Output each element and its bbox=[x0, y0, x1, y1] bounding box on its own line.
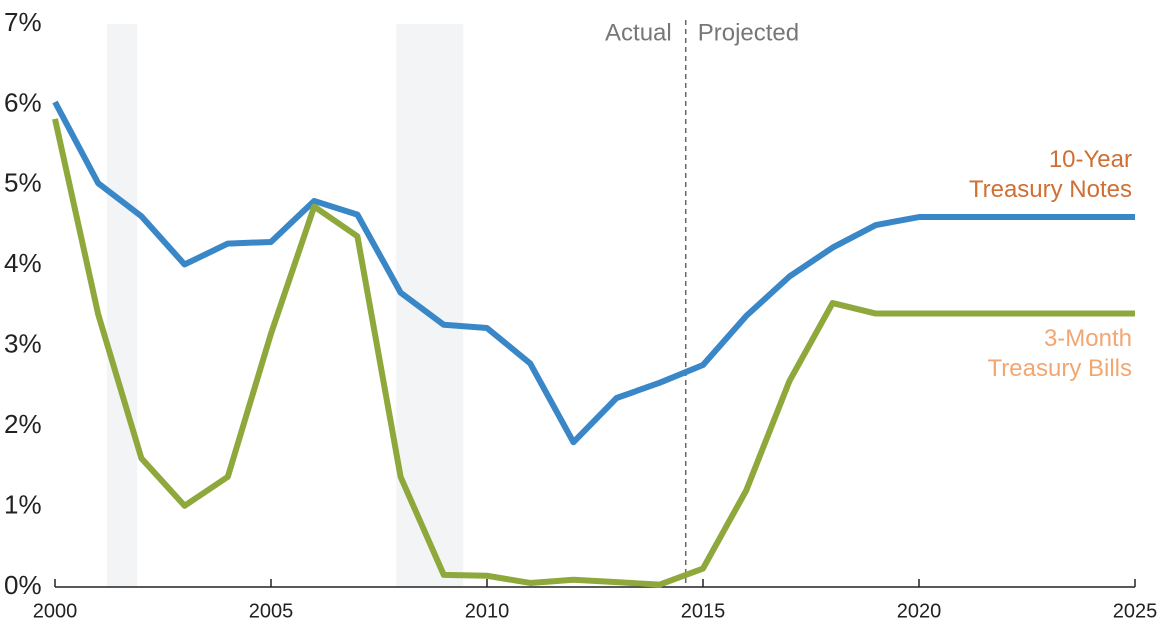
x-tick-label: 2015 bbox=[681, 600, 726, 622]
x-tick-label: 2025 bbox=[1113, 600, 1158, 622]
y-tick-label: 5% bbox=[4, 168, 42, 198]
series-line bbox=[52, 100, 1135, 446]
y-tick-label: 3% bbox=[4, 329, 42, 359]
projected-label: Projected bbox=[698, 19, 799, 46]
y-tick-label: 4% bbox=[4, 248, 42, 278]
y-tick-label: 0% bbox=[4, 570, 42, 600]
actual-label: Actual bbox=[605, 19, 672, 46]
x-tick-label: 2020 bbox=[897, 600, 942, 622]
recession-band bbox=[106, 24, 138, 587]
series-line bbox=[52, 118, 1135, 588]
recession-band bbox=[396, 24, 464, 587]
y-tick-label: 7% bbox=[4, 7, 42, 37]
y-tick-label: 2% bbox=[4, 409, 42, 439]
x-tick-label: 2005 bbox=[249, 600, 294, 622]
y-tick-label: 6% bbox=[4, 87, 42, 117]
series-label: 10-Year Treasury Notes bbox=[968, 146, 1132, 204]
x-tick-label: 2000 bbox=[33, 600, 78, 622]
series-label: 3-Month Treasury Bills bbox=[987, 324, 1132, 382]
y-tick-label: 1% bbox=[4, 489, 42, 519]
x-tick-label: 2010 bbox=[465, 600, 510, 622]
